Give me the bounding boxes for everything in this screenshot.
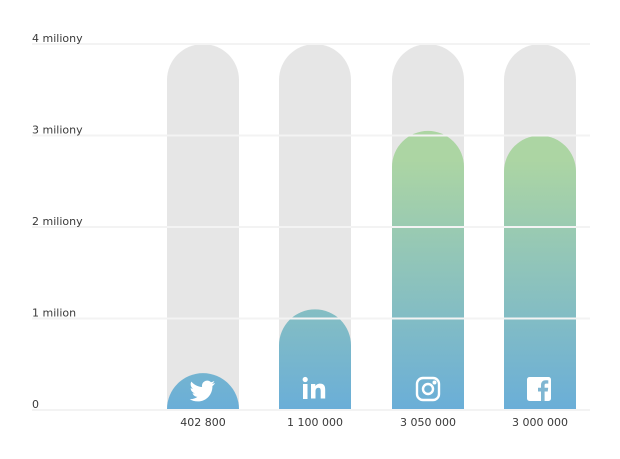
bar — [392, 130, 464, 411]
icons — [189, 376, 551, 402]
linkedin-icon — [302, 376, 326, 399]
y-tick-label: 4 miliony — [32, 32, 83, 45]
value-label: 3 050 000 — [400, 416, 456, 429]
y-tick-label: 1 milion — [32, 307, 76, 320]
bar — [279, 309, 351, 410]
value-label: 3 000 000 — [512, 416, 568, 429]
instagram-icon — [415, 376, 441, 402]
y-tick-label: 2 miliony — [32, 215, 83, 228]
y-tick-label: 0 — [32, 398, 39, 411]
twitter-icon — [189, 380, 216, 402]
y-tick-label: 3 miliony — [32, 124, 83, 137]
value-label: 402 800 — [180, 416, 226, 429]
bar — [504, 135, 576, 410]
value-label: 1 100 000 — [287, 416, 343, 429]
facebook-icon — [527, 377, 551, 401]
